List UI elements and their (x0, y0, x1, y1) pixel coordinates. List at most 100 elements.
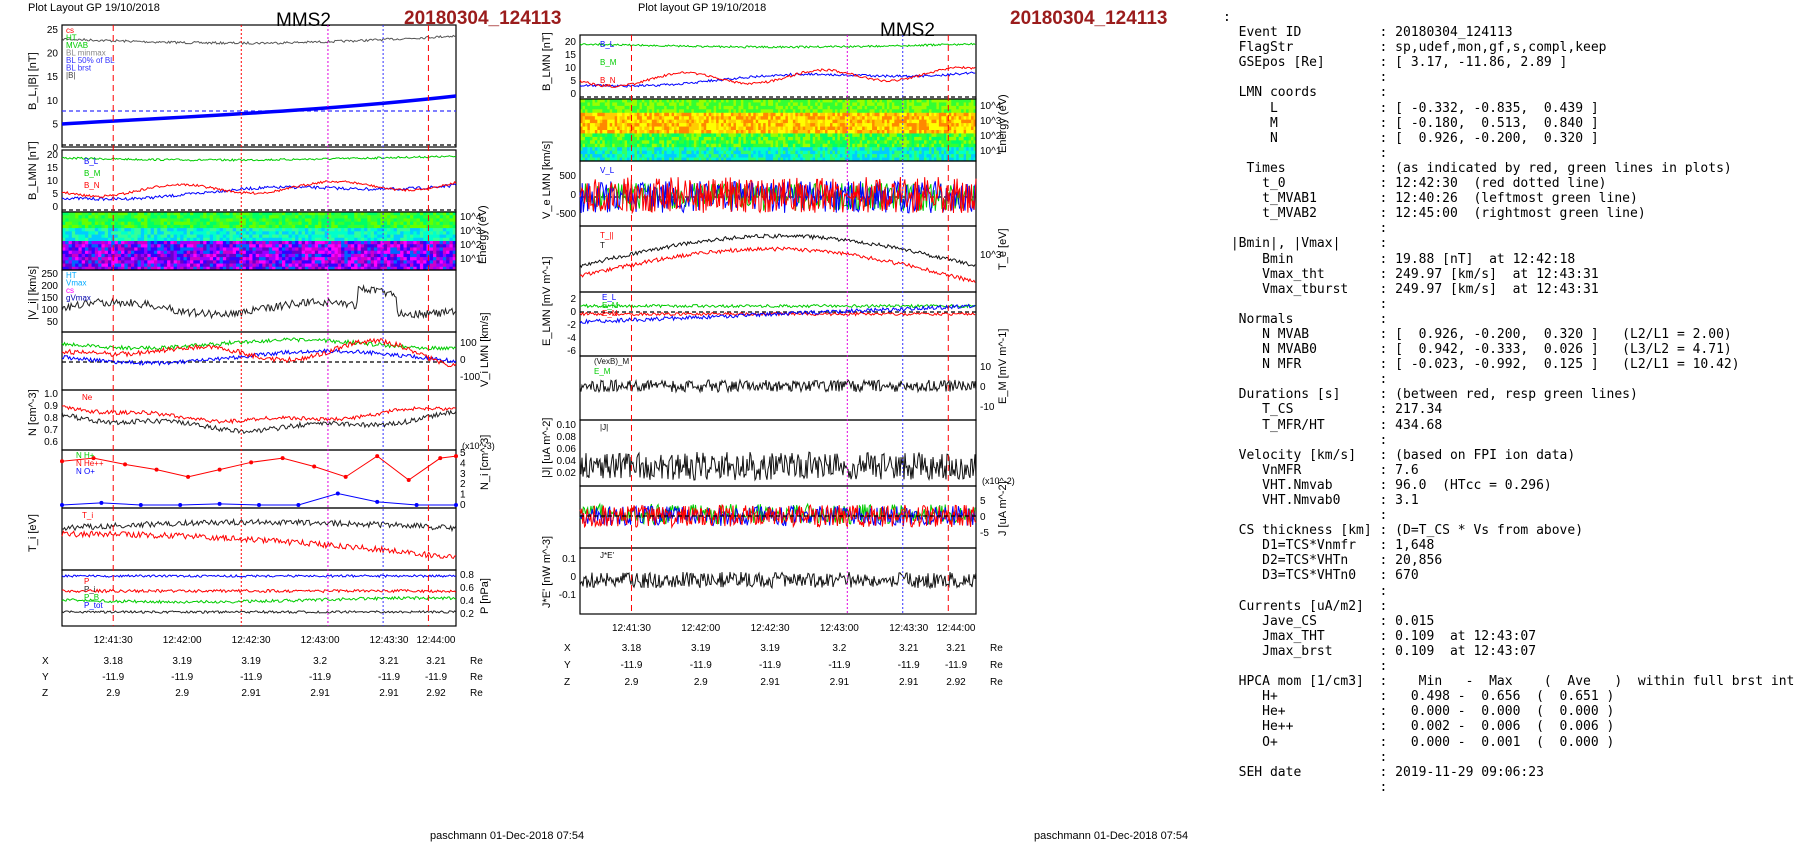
spectrogram-cell (433, 254, 437, 258)
spectrogram-cell (92, 254, 96, 258)
tick-label: 1 (460, 490, 466, 501)
spectrogram-cell (914, 151, 917, 155)
spectrogram-cell (912, 130, 915, 134)
spectrogram-cell (430, 260, 434, 264)
spectrogram-cell (400, 254, 404, 258)
legend-entry: gVmax (66, 294, 91, 303)
spectrogram-cell (115, 241, 119, 245)
spectrogram-cell (351, 254, 355, 258)
spectrogram-cell (625, 123, 628, 127)
spectrogram-cell (686, 137, 689, 141)
spectrogram-cell (785, 127, 788, 131)
spectrogram-cell (875, 127, 878, 131)
spectrogram-cell (842, 147, 845, 151)
spectrogram-cell (213, 235, 217, 239)
spectrogram-cell (312, 238, 316, 242)
spectrogram-cell (269, 251, 273, 255)
spectrogram-cell (282, 222, 286, 226)
spectrogram-cell (872, 113, 875, 117)
spectrogram-cell (956, 151, 959, 155)
spectrogram-cell (852, 120, 855, 124)
spectrogram-cell (882, 109, 885, 113)
spectrogram-cell (969, 147, 972, 151)
spectrogram-cell (134, 222, 138, 226)
spectrogram-cell (331, 215, 335, 219)
spectrogram-cell (582, 137, 585, 141)
spectrogram-cell (272, 247, 276, 251)
spectrogram-cell (272, 244, 276, 248)
tick-label: 10 (47, 176, 59, 187)
spectrogram-cell (305, 244, 309, 248)
spectrogram-cell (793, 130, 796, 134)
spectrogram-cell (689, 154, 692, 158)
spectrogram-cell (615, 120, 618, 124)
spectrogram-cell (964, 102, 967, 106)
spectrogram-cell (115, 215, 119, 219)
spectrogram-cell (664, 137, 667, 141)
spectrogram-cell (642, 147, 645, 151)
spectrogram-cell (768, 144, 771, 148)
spectrogram-cell (857, 116, 860, 120)
spectrogram-cell (361, 215, 365, 219)
spectrogram-cell (384, 218, 388, 222)
spectrogram-cell (840, 102, 843, 106)
ni-series (62, 411, 456, 434)
spectrogram-cell (842, 116, 845, 120)
spectrogram-cell (177, 235, 181, 239)
spectrogram-cell (659, 113, 662, 117)
spectrogram-cell (627, 130, 630, 134)
spectrogram-cell (860, 147, 863, 151)
spectrogram-cell (795, 154, 798, 158)
spectrogram-cell (203, 247, 207, 251)
spectrogram-cell (637, 116, 640, 120)
spectrogram-cell (147, 251, 151, 255)
spectrogram-cell (617, 130, 620, 134)
spectrogram-cell (387, 247, 391, 251)
spectrogram-cell (771, 113, 774, 117)
spectrogram-cell (157, 218, 161, 222)
spectrogram-cell (420, 215, 424, 219)
spectrogram-cell (659, 140, 662, 144)
spectrogram-cell (632, 154, 635, 158)
spectrogram-cell (672, 113, 675, 117)
spectrogram-cell (167, 222, 171, 226)
spectrogram-cell (615, 151, 618, 155)
spectrogram-cell (413, 244, 417, 248)
spectrogram-cell (259, 222, 263, 226)
spectrogram-cell (92, 251, 96, 255)
spectrogram-cell (917, 102, 920, 106)
spectrogram-cell (220, 244, 224, 248)
spectrogram-cell (790, 102, 793, 106)
spectrogram-cell (85, 241, 89, 245)
spectrogram-cell (855, 151, 858, 155)
axis-label: Energy (eV) (477, 205, 489, 264)
spectrogram-cell (778, 147, 781, 151)
spectrogram-cell (318, 264, 322, 268)
spectrogram-cell (161, 247, 165, 251)
spectrogram-cell (743, 120, 746, 124)
spectrogram-cell (206, 238, 210, 242)
spectrogram-cell (724, 144, 727, 148)
spectrogram-cell (200, 222, 204, 226)
spectrogram-cell (795, 123, 798, 127)
spectrogram-cell (249, 257, 253, 261)
spectrogram-cell (944, 144, 947, 148)
spectrogram-cell (161, 260, 165, 264)
spectrogram-cell (642, 120, 645, 124)
spectrogram-cell (602, 116, 605, 120)
spectrogram-cell (726, 154, 729, 158)
spectrogram-cell (835, 123, 838, 127)
spectrogram-cell (72, 244, 76, 248)
spectrogram-cell (75, 251, 79, 255)
spectrogram-cell (917, 120, 920, 124)
spectrogram-cell (220, 251, 224, 255)
spectrogram-cell (828, 123, 831, 127)
spectrogram-cell (233, 257, 237, 261)
spectrogram-cell (852, 109, 855, 113)
spectrogram-cell (354, 264, 358, 268)
spectrogram-cell (731, 123, 734, 127)
spectrogram-cell (934, 127, 937, 131)
spectrogram-cell (602, 123, 605, 127)
spectrogram-cell (803, 147, 806, 151)
spectrogram-cell (743, 151, 746, 155)
